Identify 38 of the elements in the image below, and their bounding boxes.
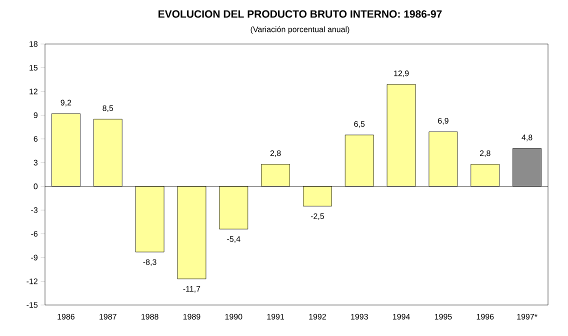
x-tick-label: 1988 xyxy=(142,314,158,320)
y-tick-label: 9 xyxy=(34,112,38,118)
data-label: 2,8 xyxy=(480,150,490,158)
y-tick-label: -15 xyxy=(26,302,38,308)
x-tick-label: 1986 xyxy=(58,314,74,320)
y-tick-label: 18 xyxy=(30,41,38,47)
data-label: -2,5 xyxy=(310,213,324,220)
data-label: 12,9 xyxy=(394,70,409,78)
data-label: 6,9 xyxy=(438,118,448,125)
y-tick-label: -9 xyxy=(31,254,38,260)
y-tick-label: 6 xyxy=(34,136,38,142)
x-tick-label: 1995 xyxy=(434,314,452,320)
x-tick-label: 1989 xyxy=(183,314,200,320)
y-tick-label: 3 xyxy=(34,160,38,166)
data-label: -11,7 xyxy=(183,286,200,293)
data-label: 2,8 xyxy=(270,150,281,158)
data-label: -8,3 xyxy=(143,259,156,266)
y-tick-label: -12 xyxy=(26,278,38,284)
x-tick-label: 1994 xyxy=(393,314,410,320)
y-tick-label: 12 xyxy=(30,88,38,94)
data-label: 6,5 xyxy=(354,121,365,128)
y-tick-label: -3 xyxy=(31,207,38,213)
chart-title: EVOLUCION DEL PRODUCTO BRUTO INTERNO: 1986-97 xyxy=(158,10,442,18)
x-tick-label: 1991 xyxy=(267,314,284,320)
x-tick-label: 1997* xyxy=(517,314,538,320)
x-tick-label: 1987 xyxy=(100,314,116,320)
x-tick-label: 1993 xyxy=(351,314,368,320)
data-label: 9,2 xyxy=(60,100,72,106)
x-tick-label: 1992 xyxy=(309,314,326,320)
y-tick-label: 15 xyxy=(30,64,38,71)
chart-subtitle: (Variación porcentual anual) xyxy=(250,26,350,34)
y-tick-label: 0 xyxy=(34,184,38,190)
x-tick-label: 1990 xyxy=(225,314,242,320)
x-tick-label: 1996 xyxy=(476,314,494,320)
data-label: 4,8 xyxy=(522,134,532,142)
data-label: -5,4 xyxy=(227,236,240,243)
data-label: 8,5 xyxy=(102,105,114,112)
y-tick-label: -6 xyxy=(31,230,38,237)
